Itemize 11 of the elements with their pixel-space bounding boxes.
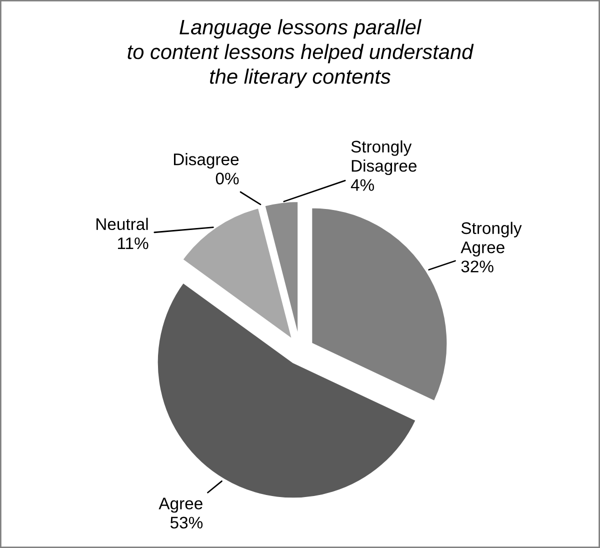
slice-label: Neutral	[96, 218, 148, 230]
text: 0%	[216, 172, 239, 184]
data-label: 32%	[461, 260, 494, 272]
category-label: Disagree	[174, 153, 239, 169]
slice-label: Strongly Disagree	[351, 140, 416, 176]
slice-label: Strongly Agree	[460, 222, 522, 257]
data-label: 53%	[170, 516, 203, 529]
data-label: 11%	[118, 237, 148, 250]
chart-title: Language lessons parallel to content lessons helped understand the literary contents	[128, 19, 474, 88]
data-label: 4%	[350, 179, 374, 191]
slice-label: Agree	[158, 498, 202, 513]
